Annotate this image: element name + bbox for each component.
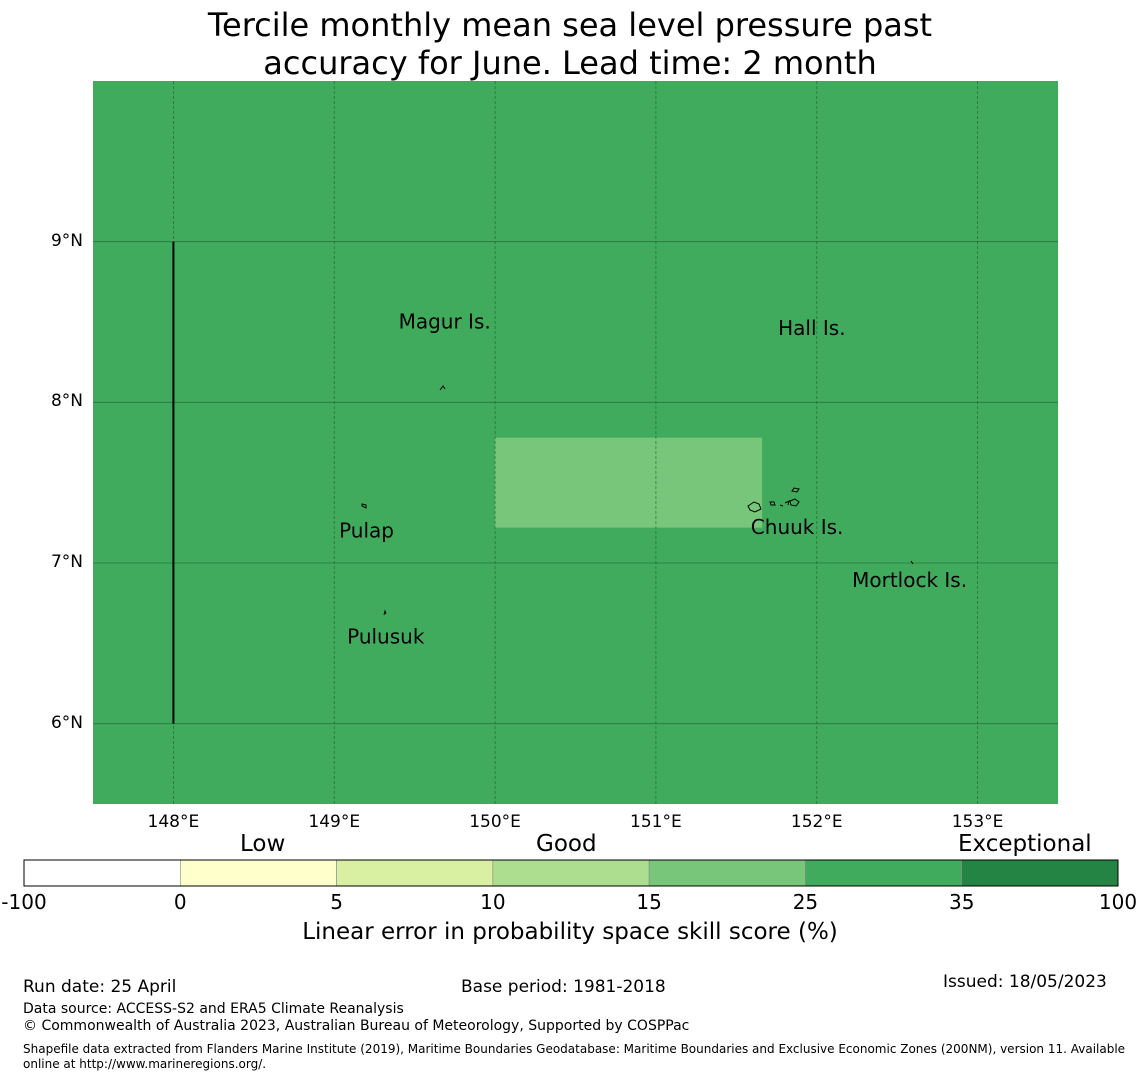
base-period: Base period: 1981-2018 <box>461 977 666 997</box>
colorbar-tick-label: -100 <box>1 890 47 914</box>
longitude-tick-label: 151°E <box>630 812 682 832</box>
pulap-island-shape <box>361 503 367 509</box>
graticule <box>93 81 1058 804</box>
colorbar-tick-label: 15 <box>636 890 662 914</box>
colorbar-segment <box>961 859 1119 887</box>
colorbar-segment <box>648 859 806 887</box>
copyright: © Commonwealth of Australia 2023, Austra… <box>23 1018 690 1034</box>
colorbar-frame <box>23 859 1119 887</box>
data-source: Data source: ACCESS-S2 and ERA5 Climate … <box>23 1001 404 1017</box>
place-label: Pulap <box>339 518 394 542</box>
latitude-tick-label: 8°N <box>50 391 83 412</box>
colorbar-segment <box>336 859 494 887</box>
pulusuk-island-shape <box>383 609 387 616</box>
longitude-tick-label: 150°E <box>469 812 521 832</box>
colorbar-tick-label: 5 <box>330 890 343 914</box>
place-label: Hall Is. <box>778 316 845 340</box>
chuuk-islands-shape <box>747 487 800 513</box>
colorbar-segment <box>805 859 963 887</box>
magur-island-shape <box>439 385 446 391</box>
latitude-tick-label: 7°N <box>50 552 83 572</box>
category-exceptional: Exceptional <box>958 831 1092 857</box>
title-line-1: Tercile monthly mean sea level pressure … <box>207 6 933 44</box>
place-label: Magur Is. <box>399 309 491 333</box>
place-labels: Magur Is. Hall Is. Pulap Chuuk Is. Mortlock … <box>339 309 967 648</box>
island-outlines <box>361 385 914 616</box>
category-good: Good <box>536 831 597 857</box>
colorbar-tick-label: 25 <box>792 890 819 914</box>
colorbar-segment <box>23 859 181 887</box>
colorbar-tick-label: 10 <box>480 890 506 914</box>
colorbar-label: Linear error in probability space skill … <box>302 919 838 945</box>
run-date: Run date: 25 April <box>23 977 177 997</box>
latitude-tick-label: 6°N <box>50 712 83 733</box>
colorbar-segment <box>179 859 337 887</box>
title-line-2: accuracy for June. Lead time: 2 month <box>263 44 877 82</box>
latitude-tick-label: 9°N <box>50 230 83 251</box>
place-label: Mortlock Is. <box>852 568 967 592</box>
issued-date: Issued: 18/05/2023 <box>943 972 1107 992</box>
colorbar-tick-label: 100 <box>1098 890 1138 914</box>
colorbar-tick-label: 0 <box>173 890 187 914</box>
place-label: Pulusuk <box>347 624 425 648</box>
longitude-tick-label: 153°E <box>951 812 1004 832</box>
highlight-cell <box>495 437 763 528</box>
longitude-tick-label: 148°E <box>147 812 200 832</box>
colorbar <box>23 859 1119 887</box>
skill-map: Magur Is. Hall Is. Pulap Chuuk Is. Mortlock … <box>93 81 1058 804</box>
shapefile-credit-line-2: online at http://www.marineregions.org/. <box>23 1057 267 1071</box>
mortlock-island-shape <box>910 560 914 565</box>
colorbar-tick-label: 35 <box>948 890 975 914</box>
longitude-tick-label: 149°E <box>308 812 361 832</box>
longitude-tick-label: 152°E <box>790 812 843 832</box>
map-title: Tercile monthly mean sea level pressure … <box>0 6 1140 82</box>
category-low: Low <box>240 831 286 857</box>
place-label: Chuuk Is. <box>751 515 844 539</box>
shapefile-credit-line-1: Shapefile data extracted from Flanders M… <box>23 1042 1126 1056</box>
colorbar-segment <box>492 859 650 887</box>
